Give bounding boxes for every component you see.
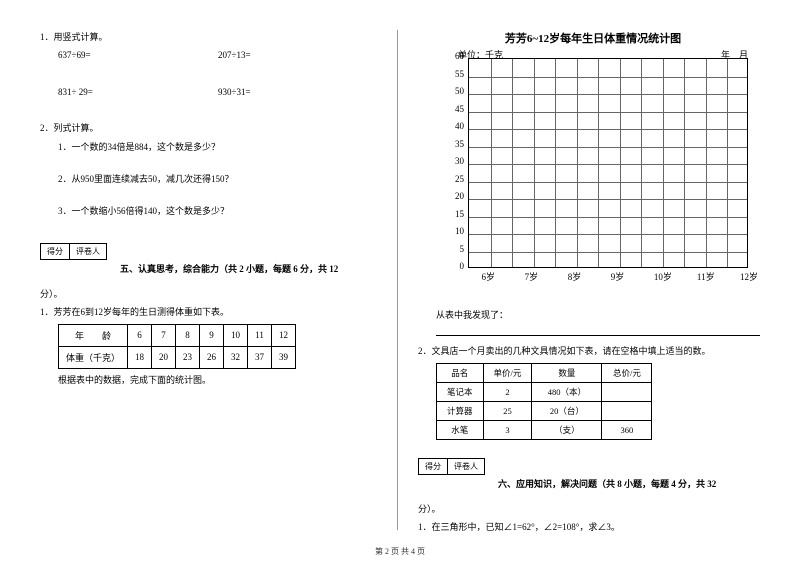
score-label: 得分 [419, 459, 448, 474]
q1-row2: 831÷ 29= 930÷31= [40, 85, 382, 99]
y-tick-label: 5 [446, 244, 464, 254]
y-tick-label: 20 [446, 191, 464, 201]
th-age: 年 龄 [59, 324, 128, 346]
observation-line [436, 326, 760, 336]
q2-s3: 3．一个数缩小56倍得140，这个数是多少？ [40, 204, 382, 218]
x-tick-label: 6岁 [482, 270, 496, 283]
table-row: 品名 单价/元 数量 总价/元 [437, 363, 652, 382]
grader-label: 评卷人 [448, 459, 484, 474]
x-tick-label: 7岁 [525, 270, 539, 283]
table-row: 体重（千克） 18 20 23 26 32 37 39 [59, 346, 296, 368]
y-tick-label: 45 [446, 104, 464, 114]
x-tick-label: 10岁 [654, 270, 672, 283]
score-label: 得分 [41, 244, 70, 259]
fen-5: 分）。 [40, 287, 382, 301]
x-tick-label: 8岁 [568, 270, 582, 283]
table-row: 年 龄 6 7 8 9 10 11 12 [59, 324, 296, 346]
table-row: 计算器 25 20（台） [437, 401, 652, 420]
chart-title: 芳芳6~12岁每年生日体重情况统计图 [428, 30, 758, 46]
q1-row1: 637÷69= 207÷13= [40, 48, 382, 62]
y-tick-label: 0 [446, 261, 464, 271]
score-box-6: 得分 评卷人 [418, 458, 485, 475]
section-5-title: 五、认真思考，综合能力（共 2 小题，每题 6 分，共 12 [40, 262, 382, 275]
q2-s1: 1．一个数的34倍是884，这个数是多少？ [40, 140, 382, 154]
q2-2: 2．文具店一个月卖出的几种文具情况如下表，请在空格中填上适当的数。 [418, 344, 760, 358]
y-tick-label: 40 [446, 121, 464, 131]
fen-6: 分）。 [418, 502, 760, 516]
weight-table: 年 龄 6 7 8 9 10 11 12 体重（千克） 18 20 23 26 … [58, 324, 296, 369]
y-tick-label: 35 [446, 139, 464, 149]
table-row: 笔记本 2 480（本） [437, 382, 652, 401]
q1d: 930÷31= [218, 85, 251, 99]
stationery-table: 品名 单价/元 数量 总价/元 笔记本 2 480（本） 计算器 25 20（台… [436, 363, 652, 440]
x-tick-label: 12岁 [740, 270, 758, 283]
x-tick-label: 9岁 [611, 270, 625, 283]
section-6-title: 六、应用知识，解决问题（共 8 小题，每题 4 分，共 32 [418, 477, 760, 490]
q1-title: 1．用竖式计算。 [40, 30, 382, 44]
q5-1: 1．芳芳在6到12岁每年的生日测得体重如下表。 [40, 305, 382, 319]
q1b: 207÷13= [218, 48, 251, 62]
q1c: 831÷ 29= [58, 85, 218, 99]
q2-s2: 2．从950里面连续减去50，减几次还得150？ [40, 172, 382, 186]
th-weight: 体重（千克） [59, 346, 128, 368]
y-tick-label: 60 [446, 51, 464, 61]
y-tick-label: 55 [446, 69, 464, 79]
q5-1b: 根据表中的数据，完成下面的统计图。 [40, 373, 382, 387]
score-box-5: 得分 评卷人 [40, 243, 107, 260]
q6-1: 1．在三角形中，已知∠1=62°，∠2=108°，求∠3。 [418, 520, 760, 534]
y-tick-label: 15 [446, 209, 464, 219]
y-tick-label: 50 [446, 86, 464, 96]
page-footer: 第 2 页 共 4 页 [0, 546, 800, 557]
y-tick-label: 30 [446, 156, 464, 166]
x-tick-label: 11岁 [697, 270, 715, 283]
y-tick-label: 25 [446, 174, 464, 184]
y-tick-label: 10 [446, 226, 464, 236]
table-row: 水笔 3 （支） 360 [437, 420, 652, 439]
grader-label: 评卷人 [70, 244, 106, 259]
observation-label: 从表中我发现了： [418, 308, 760, 322]
weight-chart: 芳芳6~12岁每年生日体重情况统计图 单位：千克 年 月 60555045403… [428, 30, 758, 300]
q2-title: 2．列式计算。 [40, 121, 382, 135]
q1a: 637÷69= [58, 48, 218, 62]
